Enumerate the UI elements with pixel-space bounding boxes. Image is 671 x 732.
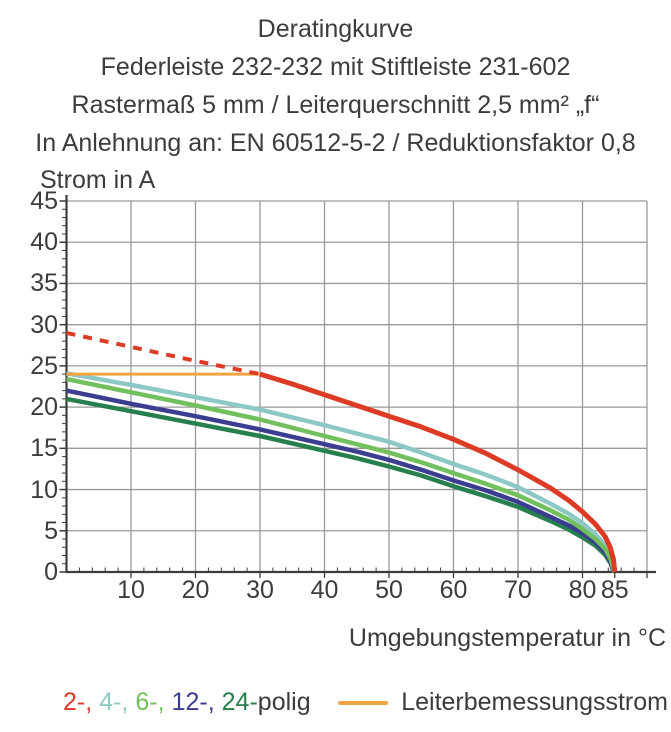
- legend-segment-6-polig: 6-,: [135, 688, 165, 716]
- x-tick-label: 50: [375, 576, 403, 604]
- x-tick-label: 10: [117, 576, 145, 604]
- y-tick-label: 45: [30, 187, 58, 215]
- title-line-4: In Anlehnung an: EN 60512-5-2 / Reduktio…: [35, 129, 636, 157]
- legend-suffix-polig: polig: [257, 688, 311, 716]
- title-line-1: Deratingkurve: [257, 15, 414, 43]
- x-tick-label: 85: [600, 576, 629, 604]
- x-tick-label: 20: [181, 576, 210, 604]
- curve-12-polig: [66, 388, 616, 573]
- y-tick-label: 10: [30, 475, 58, 504]
- chart-title-block: Deratingkurve Federleiste 232-232 mit St…: [0, 10, 671, 162]
- legend-pole-counts: 2-, 4-, 6-, 12-, 24-polig: [63, 688, 311, 717]
- curve-24-polig: [66, 396, 616, 573]
- y-tick-label: 40: [30, 228, 58, 257]
- rated-current-label: Leiterbemessungsstrom: [401, 688, 668, 716]
- x-tick-label: 60: [439, 576, 468, 604]
- rated-current-line-icon: [338, 700, 389, 705]
- legend-segment-2-polig: 2-,: [63, 688, 93, 716]
- x-tick-label: 70: [504, 576, 532, 604]
- x-tick-label: 80: [568, 576, 597, 604]
- curve-4-polig: [66, 371, 617, 573]
- x-tick-label: 40: [310, 576, 339, 604]
- y-tick-label: 30: [30, 310, 58, 339]
- x-axis-label: Umgebungstemperatur in °C: [348, 624, 666, 652]
- curve-6-polig: [66, 376, 617, 573]
- title-line-3: Rastermaß 5 mm / Leiterquerschnitt 2,5 m…: [71, 91, 600, 119]
- y-tick-label: 0: [44, 558, 58, 586]
- y-tick-label: 25: [30, 351, 58, 380]
- legend-segment-12-polig: 12-,: [171, 688, 215, 716]
- curve-2-polig-gestrichelt: [66, 330, 261, 377]
- title-line-2: Federleiste 232-232 mit Stiftleiste 231-…: [100, 53, 571, 81]
- legend-segment-4-polig: 4-,: [99, 688, 129, 716]
- y-tick-label: 15: [30, 434, 58, 463]
- legend-segment-24-polig: 24-: [221, 688, 258, 716]
- curve-2-polig: [259, 371, 618, 573]
- y-axis-label: Strom in A: [40, 166, 156, 194]
- y-tick-label: 35: [30, 269, 58, 298]
- y-tick-label: 20: [30, 393, 58, 422]
- y-tick-label: 5: [44, 516, 58, 545]
- x-tick-label: 30: [246, 576, 274, 604]
- legend-rated-current: Leiterbemessungsstrom: [338, 688, 668, 717]
